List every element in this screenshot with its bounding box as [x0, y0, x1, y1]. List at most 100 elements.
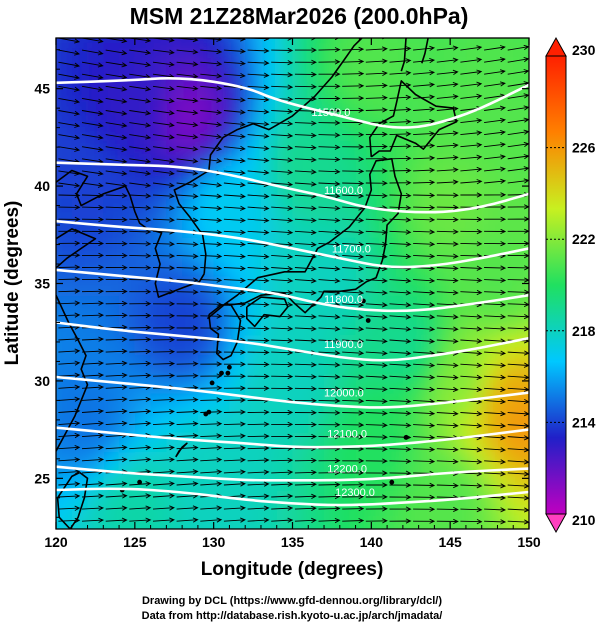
field-cell [308, 529, 325, 550]
wind-arrow [223, 421, 246, 427]
field-cell [450, 314, 467, 336]
field-cell [182, 80, 199, 102]
wind-arrow [129, 505, 152, 511]
wind-arrow [389, 422, 412, 428]
field-cell [292, 139, 310, 160]
wind-arrow [271, 517, 294, 523]
field-cell [261, 509, 278, 529]
wind-arrow [271, 266, 294, 272]
wind-arrow [484, 411, 507, 417]
contour-11800.0 [56, 268, 529, 313]
field-cell [339, 119, 357, 141]
contour-11500.0 [56, 77, 529, 129]
field-cell [103, 256, 121, 277]
wind-arrow [436, 229, 459, 235]
field-cell [261, 256, 278, 277]
field-cell [56, 197, 57, 219]
wind-arrow [389, 470, 412, 476]
wind-arrow [247, 349, 270, 356]
wind-arrow [81, 240, 105, 247]
wind-arrow [484, 459, 507, 465]
wind-arrow [176, 481, 199, 487]
y-tick-label: 45 [34, 81, 50, 97]
wind-arrow [129, 61, 152, 68]
wind-arrow [271, 409, 294, 416]
field-cell [387, 119, 404, 141]
wind-arrow [365, 326, 388, 332]
field-cell [150, 295, 168, 316]
field-cell [197, 256, 215, 277]
field-cell [355, 139, 373, 160]
field-cell [229, 490, 247, 511]
wind-arrow [223, 481, 246, 487]
wind-arrow [105, 193, 128, 199]
field-cell [166, 490, 184, 511]
wind-arrow [152, 420, 175, 427]
field-cell [56, 353, 57, 375]
field-cell [481, 139, 499, 160]
wind-arrow [223, 325, 246, 331]
field-cell [324, 158, 341, 180]
contour-label: 11700.0 [332, 243, 371, 255]
contour-label: 12000.0 [324, 388, 364, 400]
field-cell [119, 80, 136, 102]
field-cell [371, 470, 389, 491]
wind-arrow [342, 422, 365, 428]
field-cell [119, 100, 136, 121]
wind-arrow [342, 144, 365, 150]
wind-arrow [176, 313, 199, 319]
credit-data: Data from http://database.rish.kyoto-u.a… [142, 610, 443, 622]
field-cell [497, 451, 515, 472]
wind-arrow [365, 278, 388, 284]
field-cell [182, 451, 199, 472]
field-cell [150, 61, 168, 82]
field-cell [513, 490, 529, 511]
wind-arrow [271, 505, 294, 511]
wind-arrow [460, 69, 483, 75]
field-cell [213, 412, 231, 433]
field-cell [450, 197, 467, 219]
field-cell [119, 236, 136, 258]
wind-arrow [247, 445, 270, 451]
colorbar-tick-label: 226 [572, 140, 596, 156]
wind-arrow [176, 301, 199, 307]
wind-arrow [318, 95, 341, 102]
field-cell [71, 41, 89, 63]
wind-arrow [223, 469, 246, 475]
field-cell [103, 236, 121, 258]
wind-arrow [223, 265, 246, 272]
wind-arrow [129, 420, 152, 427]
wind-arrow [460, 130, 483, 136]
wind-arrow [129, 110, 152, 116]
wind-arrow [223, 397, 246, 403]
field-cell [418, 392, 436, 414]
wind-arrow [342, 132, 365, 138]
wind-arrow [365, 458, 388, 464]
field-cell [355, 451, 373, 472]
wind-arrow [413, 192, 436, 199]
field-cell [56, 470, 73, 491]
wind-arrow [105, 73, 128, 80]
field-cell [134, 412, 152, 433]
wind-arrow [318, 374, 341, 380]
wind-arrow [484, 192, 507, 198]
wind-arrow [365, 290, 388, 296]
field-cell [213, 392, 231, 414]
wind-arrow [365, 410, 388, 416]
wind-arrow [318, 120, 341, 126]
wind-arrow [129, 408, 152, 415]
wind-arrow [484, 483, 507, 489]
wind-arrow [342, 46, 365, 52]
wind-arrow [436, 204, 459, 211]
field-cell [434, 334, 452, 355]
wind-arrow [389, 180, 412, 186]
wind-arrow [129, 229, 152, 235]
field-cell [229, 412, 247, 433]
wind-arrow [129, 301, 152, 307]
field-cell [418, 334, 436, 355]
wind-arrow [389, 350, 412, 356]
field-cell [56, 139, 57, 160]
field-cell [134, 509, 152, 529]
wind-arrow [176, 146, 199, 152]
field-cell [434, 509, 452, 529]
